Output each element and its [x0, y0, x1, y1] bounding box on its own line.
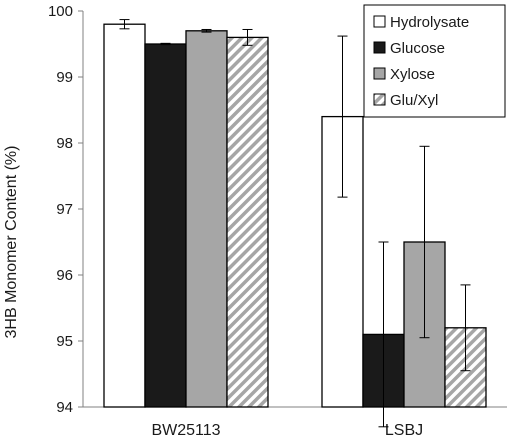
bar — [103, 23, 146, 408]
legend-swatch — [373, 67, 386, 80]
axes: 94 95 96 97 98 99 100 BW25113 LSBJ — [48, 3, 507, 439]
y-tick-label: 99 — [56, 69, 73, 86]
legend-label: Hydrolysate — [390, 14, 469, 31]
bar — [226, 36, 269, 408]
x-tick-label: LSBJ — [385, 422, 423, 439]
y-tick-label: 98 — [56, 135, 73, 152]
y-tick-label: 97 — [56, 201, 73, 218]
y-axis-label: 3HB Monomer Content (%) — [3, 146, 20, 339]
legend-swatch — [373, 15, 386, 28]
y-tick-label: 94 — [56, 399, 73, 416]
legend-label: Glu/Xyl — [390, 92, 438, 109]
legend-swatch — [373, 41, 386, 54]
y-tick-label: 95 — [56, 333, 73, 350]
bar — [144, 43, 187, 408]
bars — [103, 19, 487, 428]
y-tick-label: 100 — [48, 3, 73, 20]
legend-box — [363, 4, 506, 118]
y-tick-label: 96 — [56, 267, 73, 284]
legend-label: Xylose — [390, 66, 435, 83]
legend-label: Glucose — [390, 40, 445, 57]
legend-swatch — [373, 93, 386, 106]
bar — [185, 30, 228, 408]
x-tick-label: BW25113 — [151, 422, 220, 439]
legend: Hydrolysate Glucose Xylose Glu/Xyl — [363, 4, 506, 118]
